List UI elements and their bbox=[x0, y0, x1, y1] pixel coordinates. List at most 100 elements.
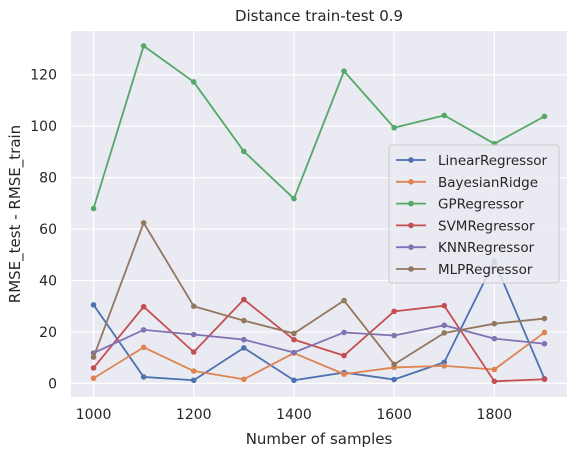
data-point bbox=[391, 376, 397, 383]
data-point bbox=[441, 363, 448, 369]
series-gpregressor bbox=[90, 43, 548, 212]
series-svmregressor bbox=[90, 296, 548, 385]
data-point bbox=[140, 344, 147, 351]
data-point bbox=[441, 330, 448, 336]
data-point bbox=[291, 336, 297, 343]
data-point bbox=[391, 124, 397, 131]
data-point bbox=[441, 322, 448, 329]
legend-label: LinearRegressor bbox=[438, 153, 547, 169]
data-point bbox=[541, 113, 548, 120]
legend-label: KNNRegressor bbox=[438, 240, 535, 256]
data-point bbox=[140, 43, 147, 49]
y-tick-label: 80 bbox=[39, 171, 57, 187]
data-point bbox=[190, 368, 197, 374]
y-axis-title: RMSE_test - RMSE_train bbox=[6, 125, 25, 303]
data-point bbox=[541, 329, 548, 336]
series-line bbox=[93, 331, 545, 381]
series-layer bbox=[90, 43, 548, 385]
data-point bbox=[391, 308, 397, 315]
legend-entry: GPRegressor bbox=[396, 197, 524, 213]
legend-marker bbox=[408, 244, 414, 250]
y-tick-label: 20 bbox=[39, 325, 57, 341]
legend-marker bbox=[408, 222, 414, 229]
data-point bbox=[341, 371, 347, 377]
legend-label: SVMRegressor bbox=[438, 218, 535, 234]
data-point bbox=[541, 376, 548, 383]
data-point bbox=[140, 220, 147, 226]
y-tick-label: 40 bbox=[39, 273, 57, 289]
legend-entry: MLPRegressor bbox=[396, 262, 533, 278]
data-point bbox=[190, 377, 197, 384]
legend-entry: SVMRegressor bbox=[396, 218, 535, 234]
legend-label: MLPRegressor bbox=[438, 262, 533, 278]
y-tick-label: 60 bbox=[39, 222, 57, 238]
x-axis-title: Number of samples bbox=[246, 430, 393, 448]
series-mlpregressor bbox=[90, 220, 548, 368]
data-point bbox=[291, 377, 297, 384]
x-tick-label: 1600 bbox=[376, 407, 412, 423]
data-point bbox=[90, 375, 97, 382]
data-point bbox=[341, 297, 347, 304]
data-point bbox=[241, 317, 247, 324]
data-point bbox=[341, 352, 347, 359]
data-point bbox=[491, 378, 498, 385]
data-point bbox=[241, 345, 247, 351]
x-tick-label: 1400 bbox=[276, 407, 312, 423]
x-tick-label: 1200 bbox=[176, 407, 212, 423]
data-point bbox=[291, 349, 297, 356]
data-point bbox=[391, 361, 397, 368]
legend-box bbox=[388, 144, 560, 284]
data-point bbox=[241, 376, 247, 383]
data-point bbox=[190, 331, 197, 338]
legend-entry: LinearRegressor bbox=[396, 153, 547, 169]
y-tick-labels: 0 20 40 60 80 100 120 bbox=[30, 68, 57, 393]
data-point bbox=[190, 303, 197, 310]
data-point bbox=[241, 296, 247, 303]
x-tick-label: 1000 bbox=[76, 407, 112, 423]
data-point bbox=[541, 315, 548, 322]
data-point bbox=[140, 327, 147, 333]
legend-marker bbox=[408, 266, 414, 272]
series-line bbox=[92, 298, 545, 383]
legend-label: BayesianRidge bbox=[438, 175, 538, 191]
data-point bbox=[190, 349, 197, 355]
data-point bbox=[241, 336, 247, 343]
y-tick-label: 100 bbox=[30, 119, 57, 135]
legend-marker bbox=[408, 179, 414, 185]
x-tick-label: 1800 bbox=[477, 407, 513, 423]
data-point bbox=[90, 365, 97, 371]
data-point bbox=[491, 320, 498, 327]
data-point bbox=[341, 329, 347, 336]
y-tick-label: 120 bbox=[30, 68, 57, 84]
data-point bbox=[491, 335, 498, 342]
data-point bbox=[90, 205, 97, 212]
series-line bbox=[92, 260, 546, 382]
series-line bbox=[92, 45, 545, 209]
legend-entry: KNNRegressor bbox=[396, 240, 535, 256]
data-point bbox=[140, 374, 147, 380]
data-point bbox=[190, 79, 197, 85]
legend-entry: BayesianRidge bbox=[396, 175, 538, 191]
data-point bbox=[291, 195, 297, 202]
y-tick-label: 0 bbox=[48, 376, 57, 392]
series-line bbox=[93, 324, 545, 354]
x-tick-labels: 1000 1200 1400 1600 1800 bbox=[76, 407, 512, 423]
chart-title: Distance train-test 0.9 bbox=[235, 7, 403, 25]
data-point bbox=[291, 330, 297, 337]
legend-marker bbox=[408, 157, 414, 163]
series-line bbox=[92, 221, 545, 366]
legend: LinearRegressor BayesianRidge GPRegressor S… bbox=[388, 144, 560, 284]
data-point bbox=[140, 303, 147, 310]
legend-label: GPRegressor bbox=[438, 197, 524, 213]
data-point bbox=[90, 302, 97, 308]
data-point bbox=[90, 354, 97, 360]
data-point bbox=[241, 148, 247, 155]
data-point bbox=[341, 68, 347, 74]
data-point bbox=[391, 332, 397, 339]
legend-marker bbox=[408, 200, 414, 207]
data-point bbox=[441, 302, 448, 309]
data-point bbox=[541, 340, 548, 347]
data-point bbox=[441, 112, 448, 119]
data-point bbox=[491, 366, 498, 373]
